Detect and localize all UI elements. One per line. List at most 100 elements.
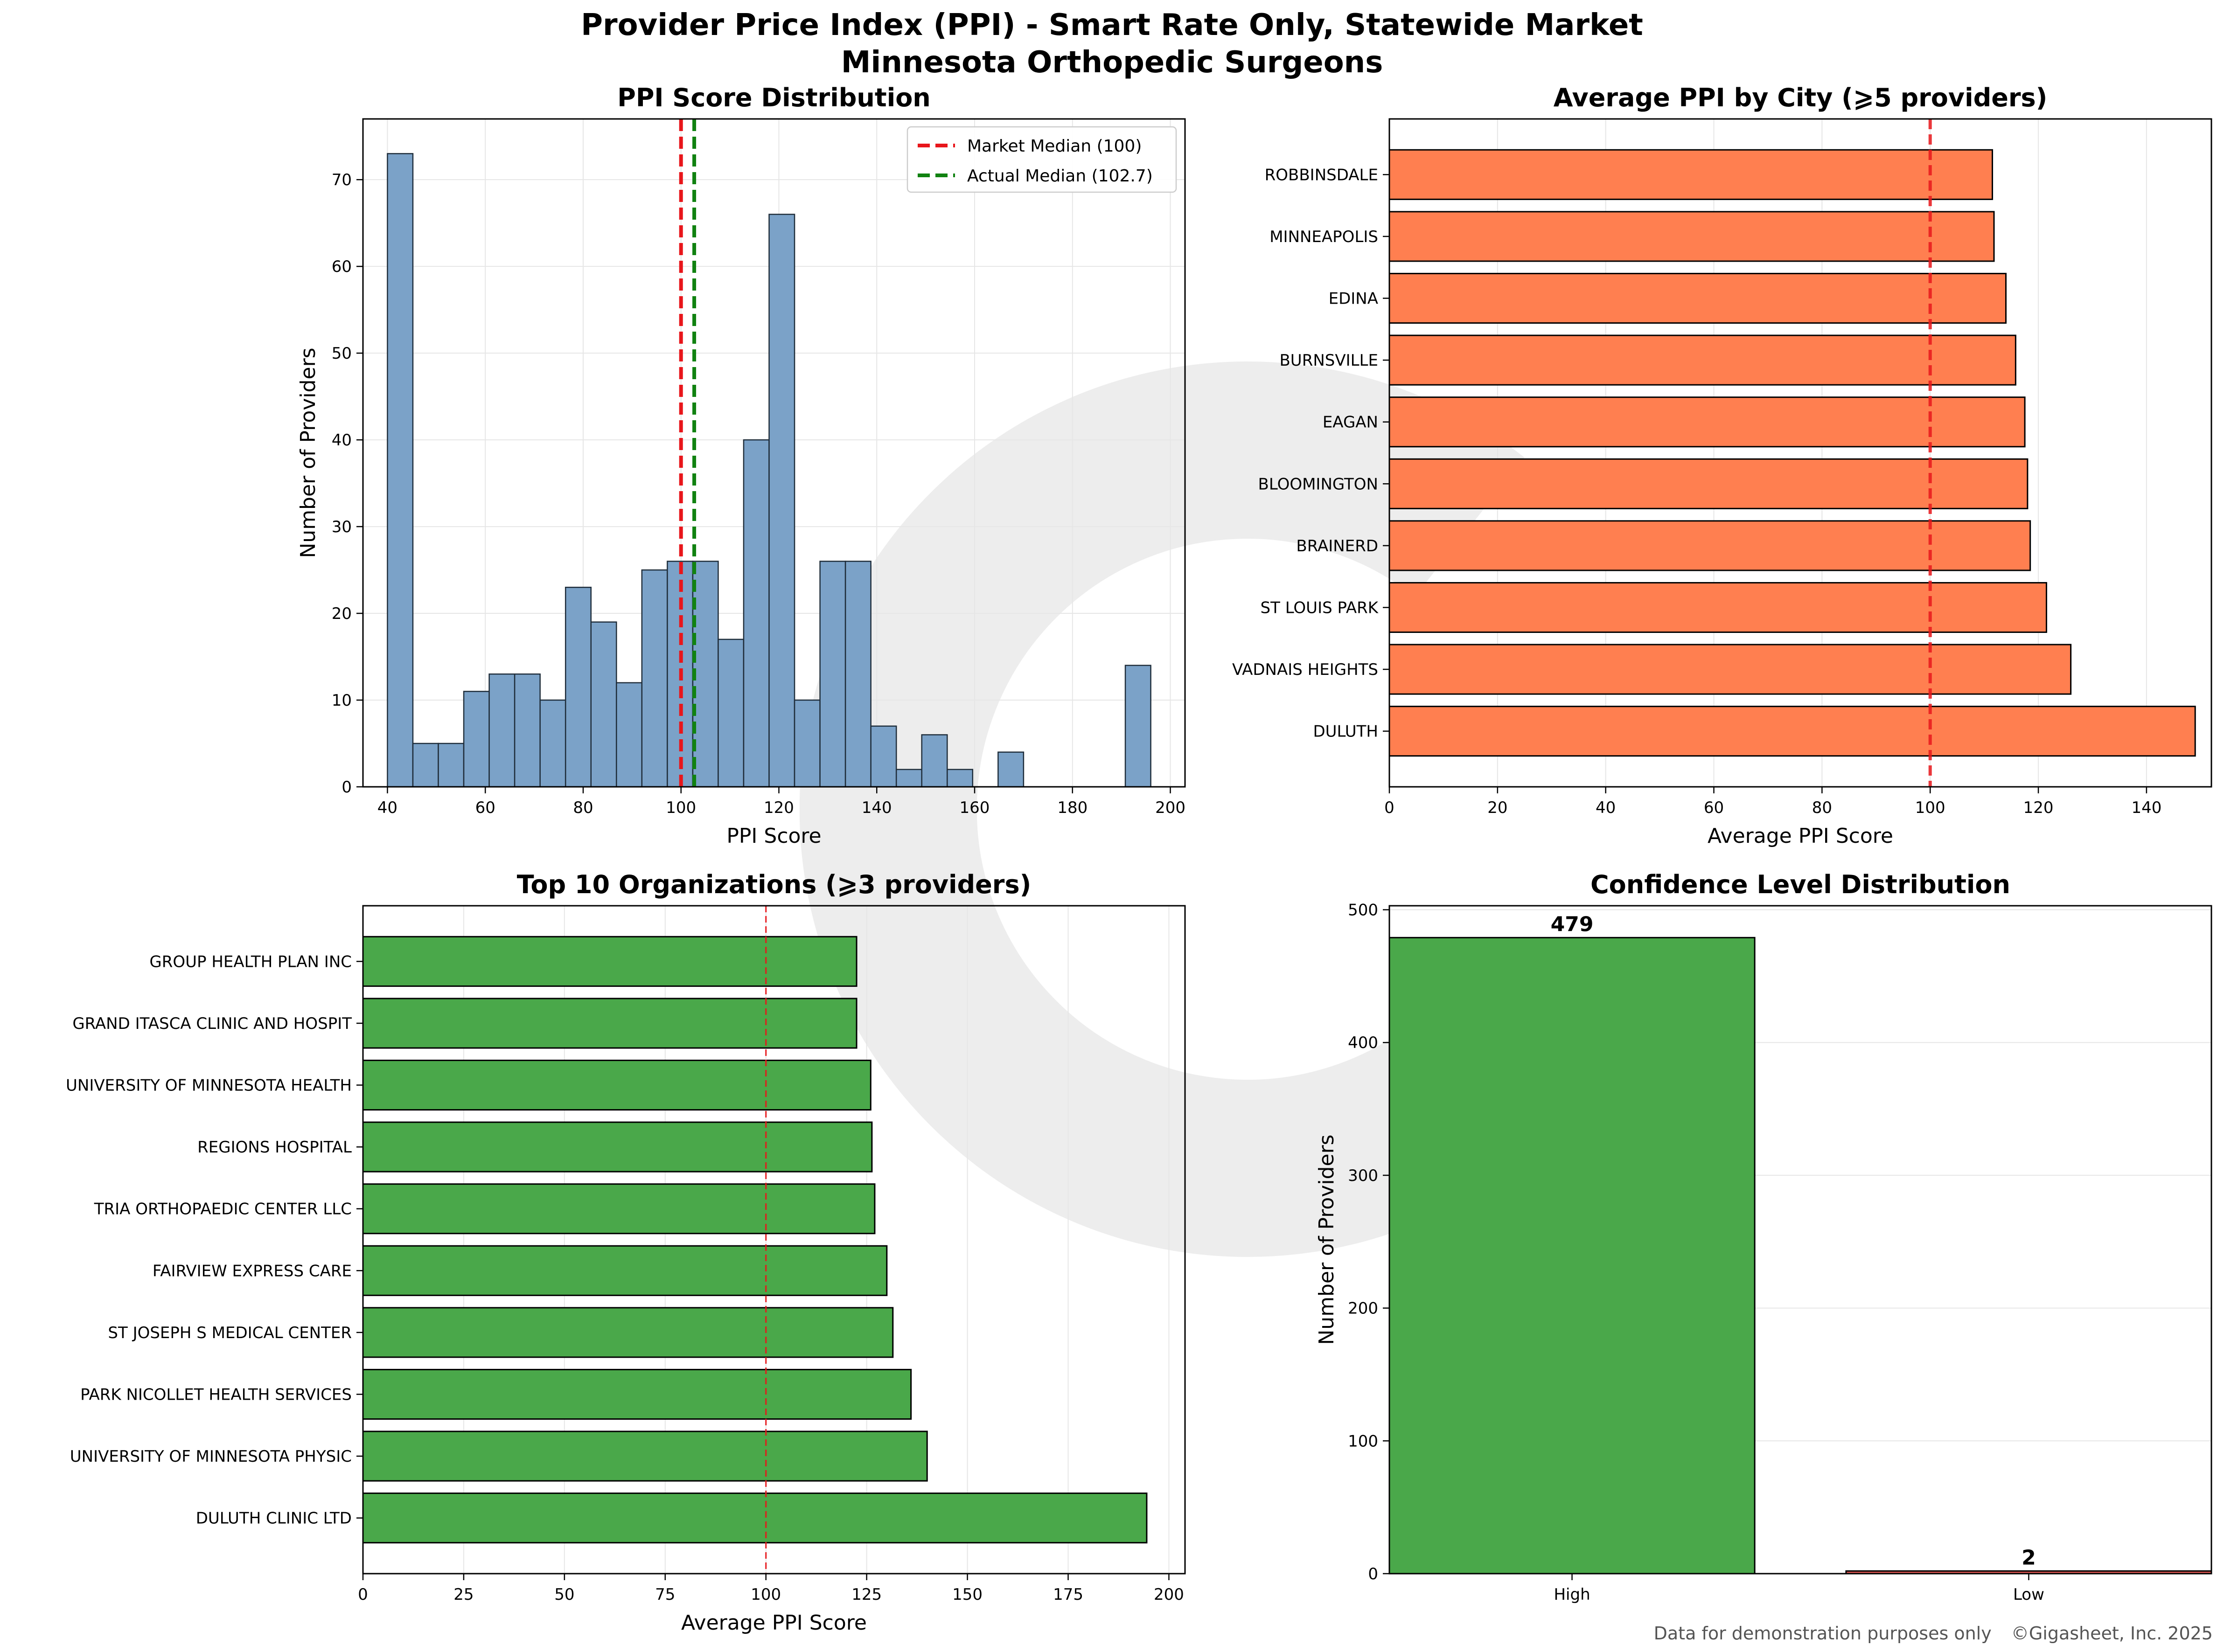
city-label: BLOOMINGTON xyxy=(1258,475,1378,493)
x-tick-label: 100 xyxy=(751,1585,781,1604)
organization-bar xyxy=(362,1183,876,1235)
city-label: EAGAN xyxy=(1323,413,1378,432)
histogram-bar xyxy=(997,751,1025,788)
x-tick-label: 25 xyxy=(453,1585,474,1604)
x-tick-label: 200 xyxy=(1154,1585,1184,1604)
y-tick-label: 50 xyxy=(332,344,352,363)
y-tick-label: 60 xyxy=(332,257,352,276)
y-tick-label: 200 xyxy=(1348,1299,1378,1318)
organization-bar xyxy=(362,1307,894,1358)
organization-bar xyxy=(362,1492,1148,1544)
y-axis-label: Number of Providers xyxy=(296,347,320,558)
y-tick-label: 70 xyxy=(332,171,352,189)
plot-frame xyxy=(362,118,1186,788)
plot-frame xyxy=(1388,118,2212,788)
x-tick-label: 175 xyxy=(1053,1585,1083,1604)
histogram-bar xyxy=(895,769,922,788)
organization-label: FAIRVIEW EXPRESS CARE xyxy=(153,1262,352,1280)
organization-label: ST JOSEPH S MEDICAL CENTER xyxy=(108,1324,352,1342)
city-bar xyxy=(1388,644,2072,695)
organization-label: GRAND ITASCA CLINIC AND HOSPIT xyxy=(72,1014,352,1033)
city-label: DULUTH xyxy=(1313,722,1378,741)
y-tick-label: 20 xyxy=(332,604,352,623)
x-tick-label: Low xyxy=(2013,1585,2044,1604)
y-tick-label: 0 xyxy=(1368,1565,1378,1583)
city-bar xyxy=(1388,706,2196,757)
data-label: 2 xyxy=(2022,1546,2036,1569)
histogram-bar xyxy=(590,621,617,788)
organization-bar xyxy=(362,1368,912,1420)
x-tick-label: 100 xyxy=(666,798,696,817)
histogram-bar xyxy=(412,743,439,788)
x-tick-label: 140 xyxy=(862,798,892,817)
organization-bar xyxy=(362,998,858,1049)
organization-label: GROUP HEALTH PLAN INC xyxy=(149,952,352,971)
figure-title: Provider Price Index (PPI) - Smart Rate … xyxy=(0,7,2224,81)
city-bar xyxy=(1388,520,2031,571)
x-tick-label: 80 xyxy=(1812,798,1832,817)
x-tick-label: 0 xyxy=(1384,798,1394,817)
legend-entry: Actual Median (102.7) xyxy=(967,167,1153,186)
x-axis-label: Average PPI Score xyxy=(681,1611,867,1635)
organization-label: UNIVERSITY OF MINNESOTA HEALTH xyxy=(66,1076,352,1095)
organization-label: DULUTH CLINIC LTD xyxy=(196,1509,352,1528)
x-tick-label: 20 xyxy=(1487,798,1507,817)
histogram-bar xyxy=(539,699,566,788)
x-axis-label: PPI Score xyxy=(726,824,821,848)
y-tick-label: 500 xyxy=(1348,901,1378,920)
city-bar xyxy=(1388,334,2016,386)
figure-title-line1: Provider Price Index (PPI) - Smart Rate … xyxy=(581,8,1643,42)
y-tick-label: 300 xyxy=(1348,1166,1378,1185)
city-label: VADNAIS HEIGHTS xyxy=(1232,660,1378,679)
footer-copyright: ©Gigasheet, Inc. 2025 xyxy=(2011,1623,2213,1644)
organization-label: REGIONS HOSPITAL xyxy=(197,1138,352,1157)
histogram-bar xyxy=(794,699,821,788)
city-label: ROBBINSDALE xyxy=(1265,166,1378,184)
legend-box xyxy=(906,126,1177,193)
x-tick-label: 160 xyxy=(960,798,990,817)
subplot-title: Average PPI by City (⩾5 providers) xyxy=(1554,83,2048,112)
subplot-title: Top 10 Organizations (⩾3 providers) xyxy=(517,870,1032,899)
city-bar xyxy=(1388,211,1995,262)
histogram-bar xyxy=(1124,665,1151,788)
y-tick-label: 40 xyxy=(332,431,352,450)
y-axis-label: Number of Providers xyxy=(1315,1134,1339,1345)
subplot-title: Confidence Level Distribution xyxy=(1590,870,2010,899)
histogram-bar xyxy=(565,587,592,788)
y-tick-label: 0 xyxy=(342,778,352,797)
organization-label: TRIA ORTHOPAEDIC CENTER LLC xyxy=(94,1200,352,1219)
x-tick-label: High xyxy=(1554,1585,1590,1604)
x-tick-label: 180 xyxy=(1057,798,1088,817)
x-tick-label: 60 xyxy=(475,798,495,817)
x-tick-label: 125 xyxy=(851,1585,882,1604)
y-tick-label: 30 xyxy=(332,518,352,536)
histogram-bar xyxy=(463,691,490,788)
organization-bar xyxy=(362,1059,871,1111)
x-tick-label: 120 xyxy=(2023,798,2054,817)
legend-entry: Market Median (100) xyxy=(967,137,1142,156)
organization-bar xyxy=(362,1430,928,1482)
x-tick-label: 0 xyxy=(358,1585,368,1604)
x-tick-label: 50 xyxy=(554,1585,574,1604)
y-tick-label: 10 xyxy=(332,691,352,710)
histogram-bar xyxy=(743,439,770,788)
plot-frame xyxy=(362,905,1186,1575)
city-label: ST LOUIS PARK xyxy=(1261,598,1379,617)
x-tick-label: 140 xyxy=(2131,798,2161,817)
figure-title-line2: Minnesota Orthopedic Surgeons xyxy=(841,45,1383,80)
x-tick-label: 150 xyxy=(952,1585,983,1604)
organization-label: PARK NICOLLET HEALTH SERVICES xyxy=(80,1385,352,1404)
city-label: EDINA xyxy=(1329,290,1378,308)
city-label: BURNSVILLE xyxy=(1279,351,1378,370)
footer: Data for demonstration purposes only ©Gi… xyxy=(1640,1623,2213,1644)
x-axis-label: Average PPI Score xyxy=(1708,824,1893,848)
data-label: 479 xyxy=(1551,912,1594,936)
x-tick-label: 200 xyxy=(1155,798,1185,817)
organization-bar xyxy=(362,1245,888,1296)
x-tick-label: 60 xyxy=(1704,798,1724,817)
x-tick-label: 120 xyxy=(764,798,794,817)
